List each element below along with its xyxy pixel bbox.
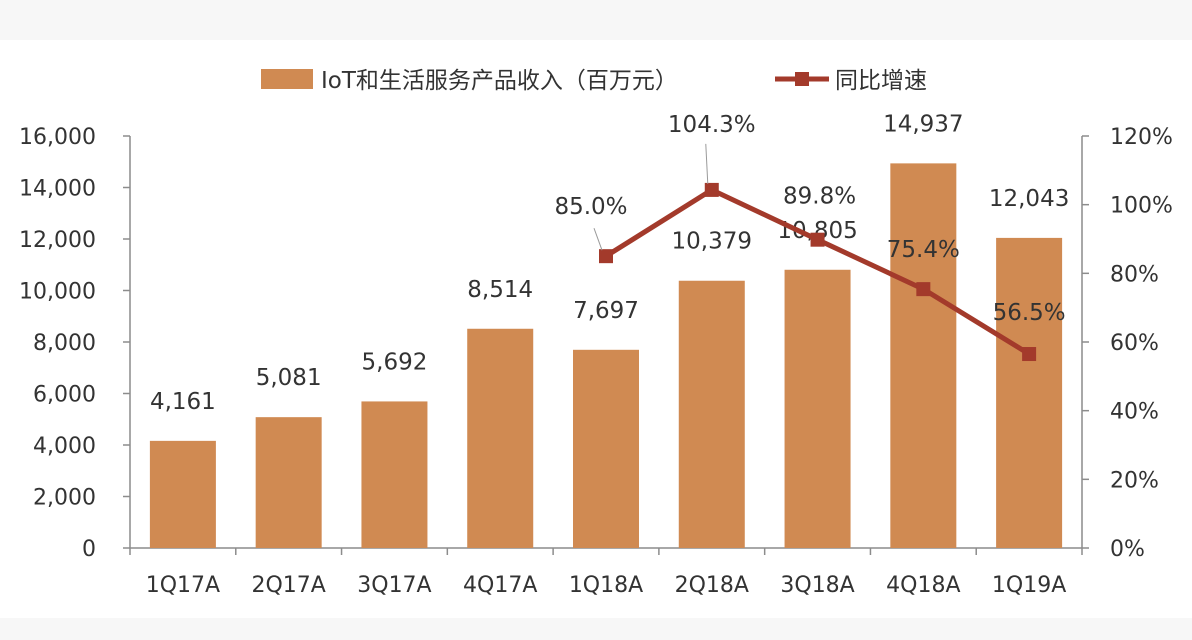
line-marker: [599, 249, 613, 264]
bar: [149, 440, 216, 548]
line-series: [599, 182, 1037, 362]
label-leader-line: [705, 143, 709, 184]
growth-value-label: 85.0%: [554, 194, 627, 220]
growth-value-label: 89.8%: [783, 184, 856, 210]
legend-bar-swatch: [261, 69, 313, 89]
right-tick-label: 120%: [1110, 125, 1173, 150]
legend-line-label: 同比增速: [835, 68, 927, 94]
bar: [678, 280, 745, 548]
left-tick-label: 16,000: [19, 125, 96, 150]
bar: [361, 401, 428, 548]
left-tick-label: 6,000: [33, 383, 96, 408]
x-tick-label: 4Q17A: [463, 573, 537, 598]
x-tick-label: 3Q17A: [357, 573, 431, 598]
right-tick-label: 60%: [1110, 331, 1159, 356]
legend: IoT和生活服务产品收入（百万元） 同比增速: [261, 68, 927, 94]
bar-series: [149, 163, 1063, 548]
growth-value-label: 104.3%: [668, 112, 756, 138]
bar: [573, 349, 639, 548]
bar-value-label: 7,697: [573, 298, 639, 324]
top-band: [0, 0, 1192, 40]
legend-line-marker: [795, 72, 809, 86]
bar-value-label: 5,692: [362, 349, 428, 375]
x-tick-label: 1Q19A: [992, 573, 1066, 598]
bar: [784, 269, 851, 548]
growth-value-label: 56.5%: [993, 300, 1066, 326]
line-marker: [1022, 347, 1037, 362]
bar-value-label: 5,081: [256, 365, 322, 391]
bar: [996, 237, 1063, 548]
left-tick-label: 12,000: [19, 228, 96, 253]
left-tick-label: 14,000: [19, 177, 96, 202]
x-tick-label: 2Q18A: [675, 573, 749, 598]
left-tick-label: 8,000: [33, 331, 96, 356]
bar-value-label: 4,161: [150, 389, 216, 415]
line-marker: [704, 182, 719, 197]
line-marker: [916, 282, 931, 297]
bar-value-label: 10,379: [672, 229, 752, 255]
bar: [890, 163, 957, 548]
bar-value-label: 12,043: [989, 186, 1069, 212]
x-tick-label: 4Q18A: [886, 573, 960, 598]
left-tick-label: 10,000: [19, 280, 96, 305]
x-tick-label: 1Q17A: [146, 573, 220, 598]
bar-value-label: 8,514: [467, 277, 533, 303]
line-data-labels: 85.0% 104.3% 89.8% 75.4% 56.5%: [554, 112, 1065, 326]
right-tick-label: 20%: [1110, 468, 1159, 493]
right-tick-label: 0%: [1110, 537, 1145, 562]
left-tick-label: 2,000: [33, 486, 96, 511]
right-tick-label: 100%: [1110, 194, 1173, 219]
x-tick-label: 1Q18A: [569, 573, 643, 598]
bar: [255, 417, 322, 548]
label-leader-line: [593, 227, 603, 251]
right-tick-label: 80%: [1110, 262, 1159, 287]
bar: [467, 328, 534, 548]
axes: 0 2,000 4,000 6,000 8,000 10,000 12,000 14,000 1…: [19, 125, 1173, 598]
x-tick-label: 3Q18A: [780, 573, 854, 598]
line-marker: [810, 232, 825, 247]
legend-bar-label: IoT和生活服务产品收入（百万元）: [321, 68, 678, 94]
growth-value-label: 75.4%: [887, 237, 960, 263]
x-tick-label: 2Q17A: [251, 573, 325, 598]
right-tick-label: 40%: [1110, 400, 1159, 425]
left-tick-label: 0: [82, 537, 96, 562]
left-tick-label: 4,000: [33, 434, 96, 459]
bar-value-label: 14,937: [883, 111, 963, 137]
bottom-band: [0, 618, 1192, 640]
